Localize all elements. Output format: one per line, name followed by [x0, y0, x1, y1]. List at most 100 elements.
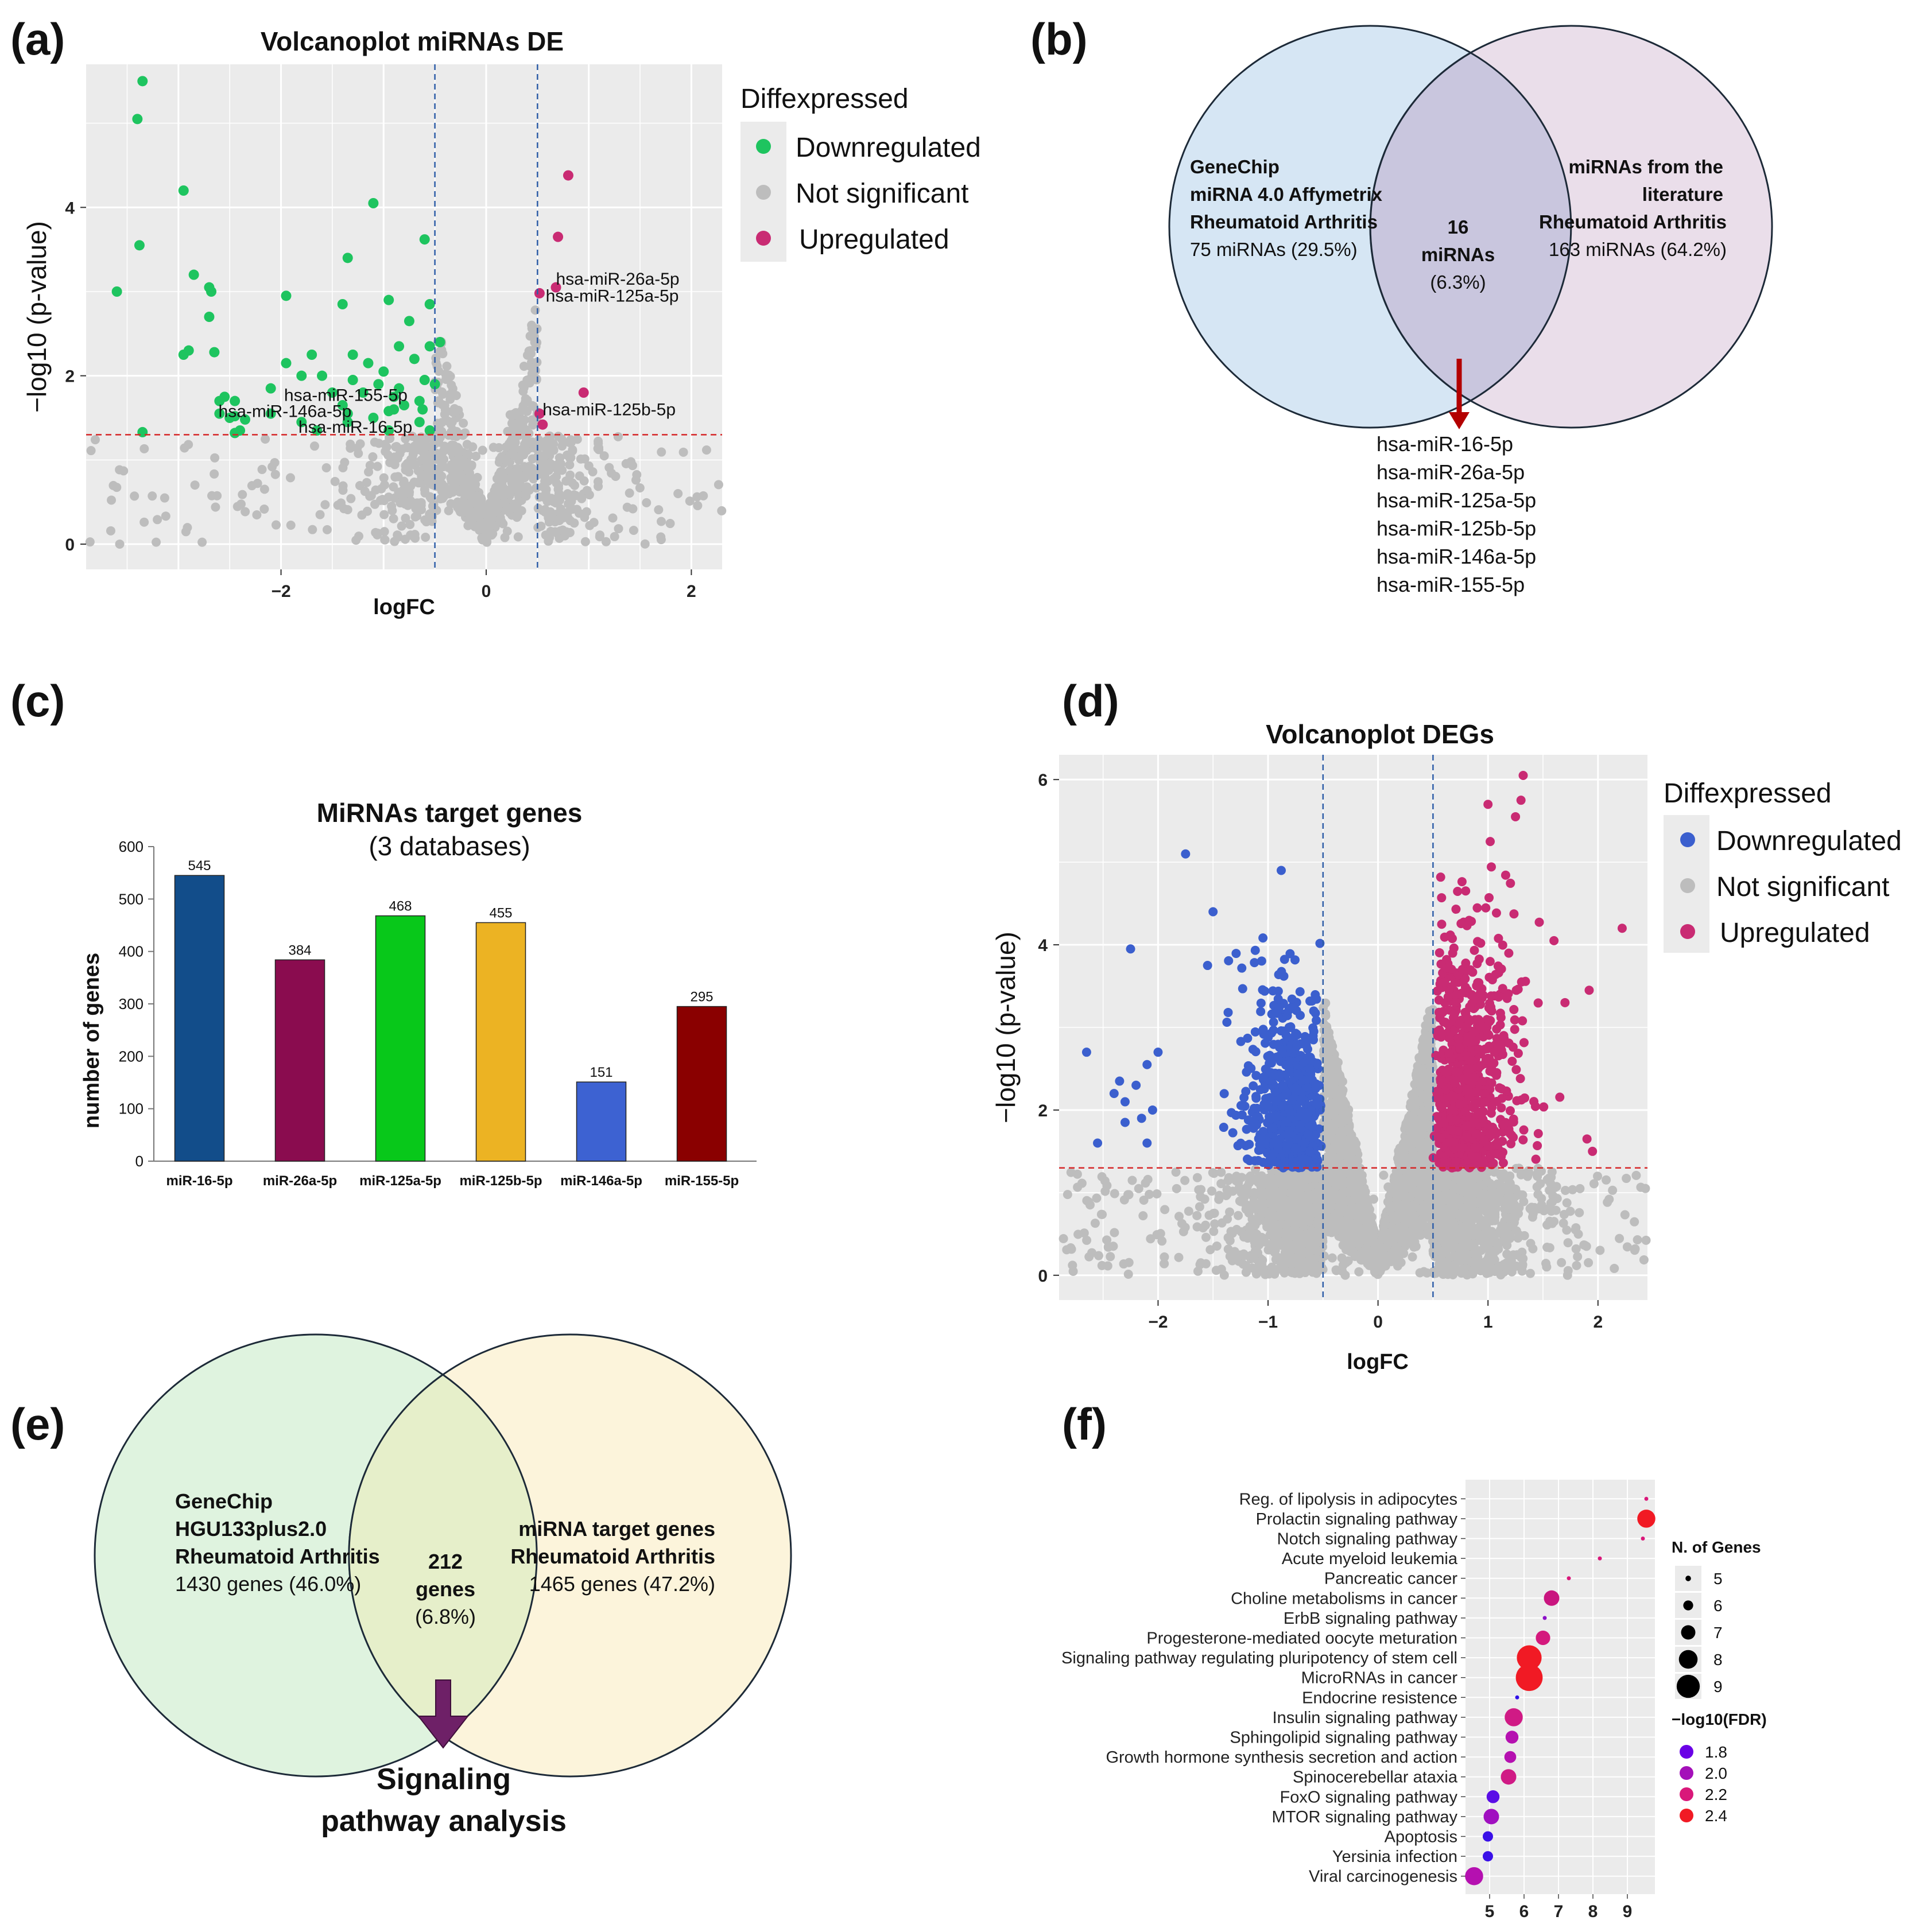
bar-value-label: 455	[489, 905, 512, 921]
not-significant-point	[447, 380, 456, 390]
not-significant-point	[536, 521, 546, 531]
downregulated-point	[281, 290, 292, 301]
not-significant-point	[536, 469, 546, 479]
not-significant-point	[370, 437, 379, 447]
not-significant-point	[549, 474, 559, 484]
x-tick-label: −2	[271, 582, 290, 601]
downregulated-point	[327, 387, 338, 398]
not-significant-point	[153, 515, 162, 525]
not-significant-point	[589, 518, 599, 527]
not-significant-point	[640, 539, 650, 549]
venn-b-center-pct: (6.3%)	[1430, 271, 1486, 293]
not-significant-point	[446, 499, 456, 509]
not-significant-point	[461, 475, 471, 485]
downregulated-point	[312, 425, 323, 436]
bar-value-label: 545	[188, 858, 211, 874]
not-significant-point	[500, 473, 510, 483]
not-significant-point	[685, 496, 695, 506]
not-significant-point	[431, 448, 441, 458]
not-significant-point	[502, 526, 512, 536]
not-significant-point	[448, 483, 458, 493]
not-significant-point	[625, 488, 634, 498]
not-significant-point	[1511, 1226, 1521, 1236]
not-significant-point	[467, 493, 476, 503]
bar-value-label: 295	[690, 990, 713, 1005]
not-significant-point	[459, 418, 468, 428]
downregulated-point	[419, 234, 430, 245]
panel-c-subtitle: (3 databases)	[369, 831, 530, 861]
not-significant-point	[557, 441, 567, 451]
not-significant-point	[1216, 1167, 1226, 1177]
upregulated-point	[553, 231, 564, 242]
not-significant-point	[1285, 1250, 1294, 1260]
not-significant-point	[210, 453, 220, 463]
panel-a-y-axis-label: −log10 (p-value)	[22, 221, 52, 413]
downregulated-point	[137, 76, 148, 87]
y-tick-label: 4	[65, 199, 75, 218]
not-significant-point	[521, 428, 530, 437]
not-significant-point	[642, 498, 652, 507]
not-significant-point	[384, 492, 394, 502]
x-category-label: miR-125a-5p	[359, 1173, 441, 1189]
downregulated-point	[373, 379, 384, 390]
not-significant-point	[513, 511, 523, 521]
venn-b-left-count: 75 miRNAs (29.5%)	[1190, 239, 1358, 260]
not-significant-point	[1223, 1244, 1233, 1254]
not-significant-point	[401, 488, 410, 498]
not-significant-point	[513, 532, 523, 542]
not-significant-point	[210, 469, 219, 479]
not-significant-point	[1589, 1179, 1599, 1189]
not-significant-point	[610, 532, 619, 541]
panel-c-y-axis-label: number of genes	[80, 953, 104, 1128]
y-tick-label: 100	[119, 1100, 144, 1118]
panel-a-x-axis-label: logFC	[373, 595, 435, 619]
panel-c-bars: 545miR-16-5p384miR-26a-5p468miR-125a-5p4…	[166, 858, 739, 1189]
bar	[274, 959, 325, 1162]
not-significant-point	[701, 445, 711, 455]
not-significant-point	[693, 501, 703, 510]
not-significant-point	[562, 450, 572, 460]
not-significant-point	[139, 444, 149, 453]
not-significant-point	[517, 416, 526, 425]
not-significant-point	[478, 445, 487, 455]
not-significant-point	[354, 532, 364, 541]
not-significant-point	[460, 507, 470, 517]
downregulated-point	[347, 350, 358, 360]
downregulated-point	[230, 428, 241, 439]
not-significant-point	[537, 460, 547, 470]
y-tick-label: 600	[119, 838, 144, 855]
not-significant-point	[558, 511, 568, 521]
not-significant-point	[665, 519, 675, 529]
not-significant-point	[514, 428, 524, 438]
venn-b-arrow-head	[1449, 412, 1470, 429]
not-significant-point	[521, 491, 531, 501]
not-significant-point	[629, 525, 638, 535]
downregulated-point	[414, 395, 425, 406]
downregulated-point	[206, 286, 217, 297]
not-significant-point	[567, 478, 577, 488]
not-significant-point	[1251, 1165, 1261, 1174]
bar-value-label: 151	[590, 1065, 612, 1080]
not-significant-point	[108, 480, 118, 490]
bar-value-label: 468	[389, 899, 412, 914]
mirna-list-item: hsa-miR-146a-5p	[1377, 545, 1536, 568]
downregulated-point	[337, 299, 348, 309]
not-significant-point	[432, 506, 441, 515]
not-significant-point	[534, 435, 544, 445]
not-significant-point	[692, 492, 702, 502]
not-significant-point	[413, 466, 423, 476]
not-significant-point	[564, 437, 574, 447]
not-significant-point	[460, 482, 470, 492]
not-significant-point	[514, 468, 524, 478]
not-significant-point	[553, 484, 563, 494]
not-significant-point	[476, 495, 486, 505]
y-tick-label: 0	[65, 536, 75, 554]
not-significant-point	[338, 486, 348, 495]
not-significant-point	[321, 463, 331, 472]
venn-b-right-title-1: miRNAs from the	[1568, 156, 1723, 177]
not-significant-point	[434, 366, 444, 376]
not-significant-point	[90, 435, 100, 445]
